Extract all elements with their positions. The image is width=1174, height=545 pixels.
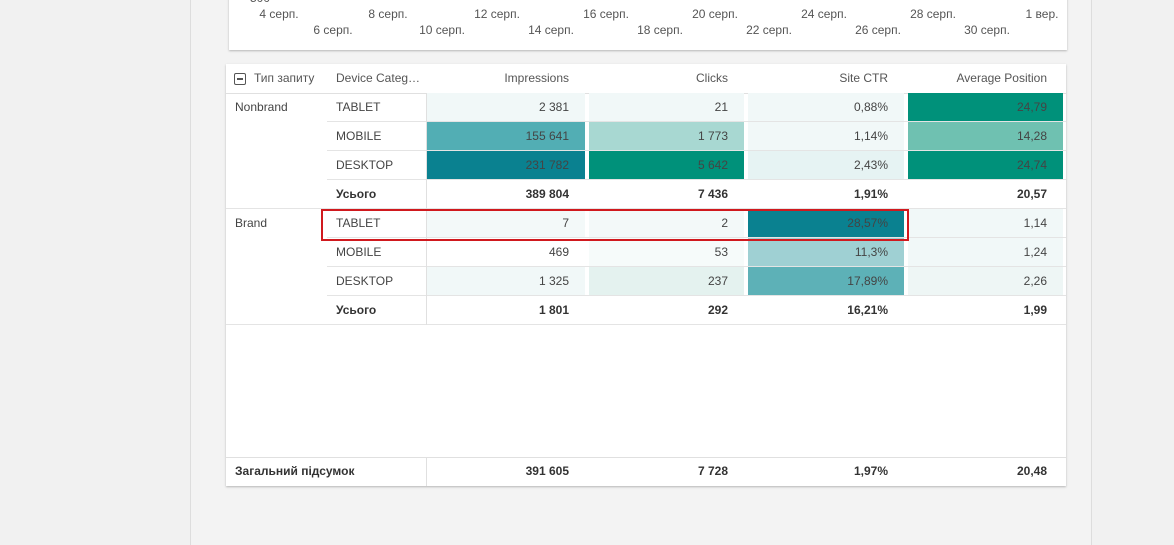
device-label: MOBILE bbox=[336, 245, 382, 259]
column-header[interactable]: Device Categ… bbox=[336, 71, 421, 85]
row-divider bbox=[327, 121, 1066, 122]
pivot-table: Тип запиту Device Categ… Impressions Clicks… bbox=[226, 64, 1066, 486]
column-header[interactable]: Clicks bbox=[696, 71, 728, 85]
device-label: MOBILE bbox=[336, 129, 382, 143]
group-label: Nonbrand bbox=[235, 100, 288, 114]
value-cell: 1,14% bbox=[748, 122, 904, 150]
value-cell: 28,57% bbox=[748, 209, 904, 237]
row-divider bbox=[327, 266, 1066, 267]
value-cell: 391 605 bbox=[525, 464, 569, 478]
value-cell: 24,74 bbox=[908, 151, 1063, 179]
column-divider bbox=[426, 457, 427, 486]
row-divider bbox=[327, 150, 1066, 151]
value-cell: 21 bbox=[589, 93, 744, 121]
device-label: TABLET bbox=[336, 100, 381, 114]
device-label: TABLET bbox=[336, 216, 381, 230]
value-cell: 16,21% bbox=[847, 303, 888, 317]
value-cell: 53 bbox=[589, 238, 744, 266]
device-label: DESKTOP bbox=[336, 158, 394, 172]
value-cell: 14,28 bbox=[908, 122, 1063, 150]
value-cell: 1,97% bbox=[853, 464, 888, 478]
value-cell: 20,48 bbox=[1016, 464, 1047, 478]
x-axis-label: 22 серп. bbox=[746, 23, 792, 37]
x-axis-label: 4 серп. bbox=[259, 7, 299, 21]
highlight-box bbox=[321, 209, 909, 241]
value-cell: 24,79 bbox=[908, 93, 1063, 121]
value-cell: 1 325 bbox=[427, 267, 585, 295]
x-axis-label: 16 серп. bbox=[583, 7, 629, 21]
value-cell: 2,26 bbox=[908, 267, 1063, 295]
x-axis-label: 18 серп. bbox=[637, 23, 683, 37]
x-axis-label: 6 серп. bbox=[313, 23, 353, 37]
value-cell: 0,88% bbox=[748, 93, 904, 121]
row-divider bbox=[226, 457, 1066, 458]
value-cell: 7 436 bbox=[697, 187, 728, 201]
collapse-icon[interactable] bbox=[234, 73, 246, 85]
column-header[interactable]: Тип запиту bbox=[254, 71, 315, 85]
value-cell: 1 801 bbox=[538, 303, 569, 317]
value-cell: 1,99 bbox=[1023, 303, 1047, 317]
column-header[interactable]: Site CTR bbox=[839, 71, 888, 85]
row-divider bbox=[226, 324, 1066, 325]
value-cell: 11,3% bbox=[748, 238, 904, 266]
subtotal-label: Усього bbox=[336, 303, 377, 317]
device-label: DESKTOP bbox=[336, 274, 394, 288]
group-label: Brand bbox=[235, 216, 268, 230]
value-cell: 231 782 bbox=[427, 151, 585, 179]
x-axis-label: 12 серп. bbox=[474, 7, 520, 21]
subtotal-label: Усього bbox=[336, 187, 377, 201]
value-cell: 389 804 bbox=[525, 187, 569, 201]
value-cell: 20,57 bbox=[1016, 187, 1047, 201]
x-axis-label: 30 серп. bbox=[964, 23, 1010, 37]
value-cell: 2,43% bbox=[748, 151, 904, 179]
x-axis-label: 28 серп. bbox=[910, 7, 956, 21]
value-cell: 155 641 bbox=[427, 122, 585, 150]
row-divider bbox=[327, 237, 1066, 238]
x-axis-label: 14 серп. bbox=[528, 23, 574, 37]
row-divider bbox=[327, 295, 1066, 296]
x-axis-label: 10 серп. bbox=[419, 23, 465, 37]
y-axis-label: -500 bbox=[246, 0, 270, 5]
value-cell: 7 728 bbox=[697, 464, 728, 478]
collapse-minus bbox=[237, 78, 243, 80]
x-axis-label: 26 серп. bbox=[855, 23, 901, 37]
value-cell: 1,14 bbox=[908, 209, 1063, 237]
value-cell: 2 381 bbox=[427, 93, 585, 121]
value-cell: 1,91% bbox=[853, 187, 888, 201]
total-label: Загальний підсумок bbox=[235, 464, 355, 478]
x-axis-label: 8 серп. bbox=[368, 7, 408, 21]
value-cell: 469 bbox=[427, 238, 585, 266]
value-cell: 1 773 bbox=[589, 122, 744, 150]
value-cell: 2 bbox=[589, 209, 744, 237]
value-cell: 5 642 bbox=[589, 151, 744, 179]
column-header[interactable]: Average Position bbox=[956, 71, 1047, 85]
x-axis-label: 1 вер. bbox=[1025, 7, 1059, 21]
x-axis-label: 24 серп. bbox=[801, 7, 847, 21]
value-cell: 7 bbox=[427, 209, 585, 237]
value-cell: 1,24 bbox=[908, 238, 1063, 266]
row-divider bbox=[226, 208, 1066, 209]
value-cell: 292 bbox=[707, 303, 728, 317]
value-cell: 237 bbox=[589, 267, 744, 295]
value-cell: 17,89% bbox=[748, 267, 904, 295]
column-header[interactable]: Impressions bbox=[504, 71, 569, 85]
chart-card: -500 4 серп. 8 серп. 12 серп. 16 серп. 20 сер… bbox=[229, 0, 1067, 50]
row-divider bbox=[327, 179, 1066, 180]
x-axis-label: 20 серп. bbox=[692, 7, 738, 21]
